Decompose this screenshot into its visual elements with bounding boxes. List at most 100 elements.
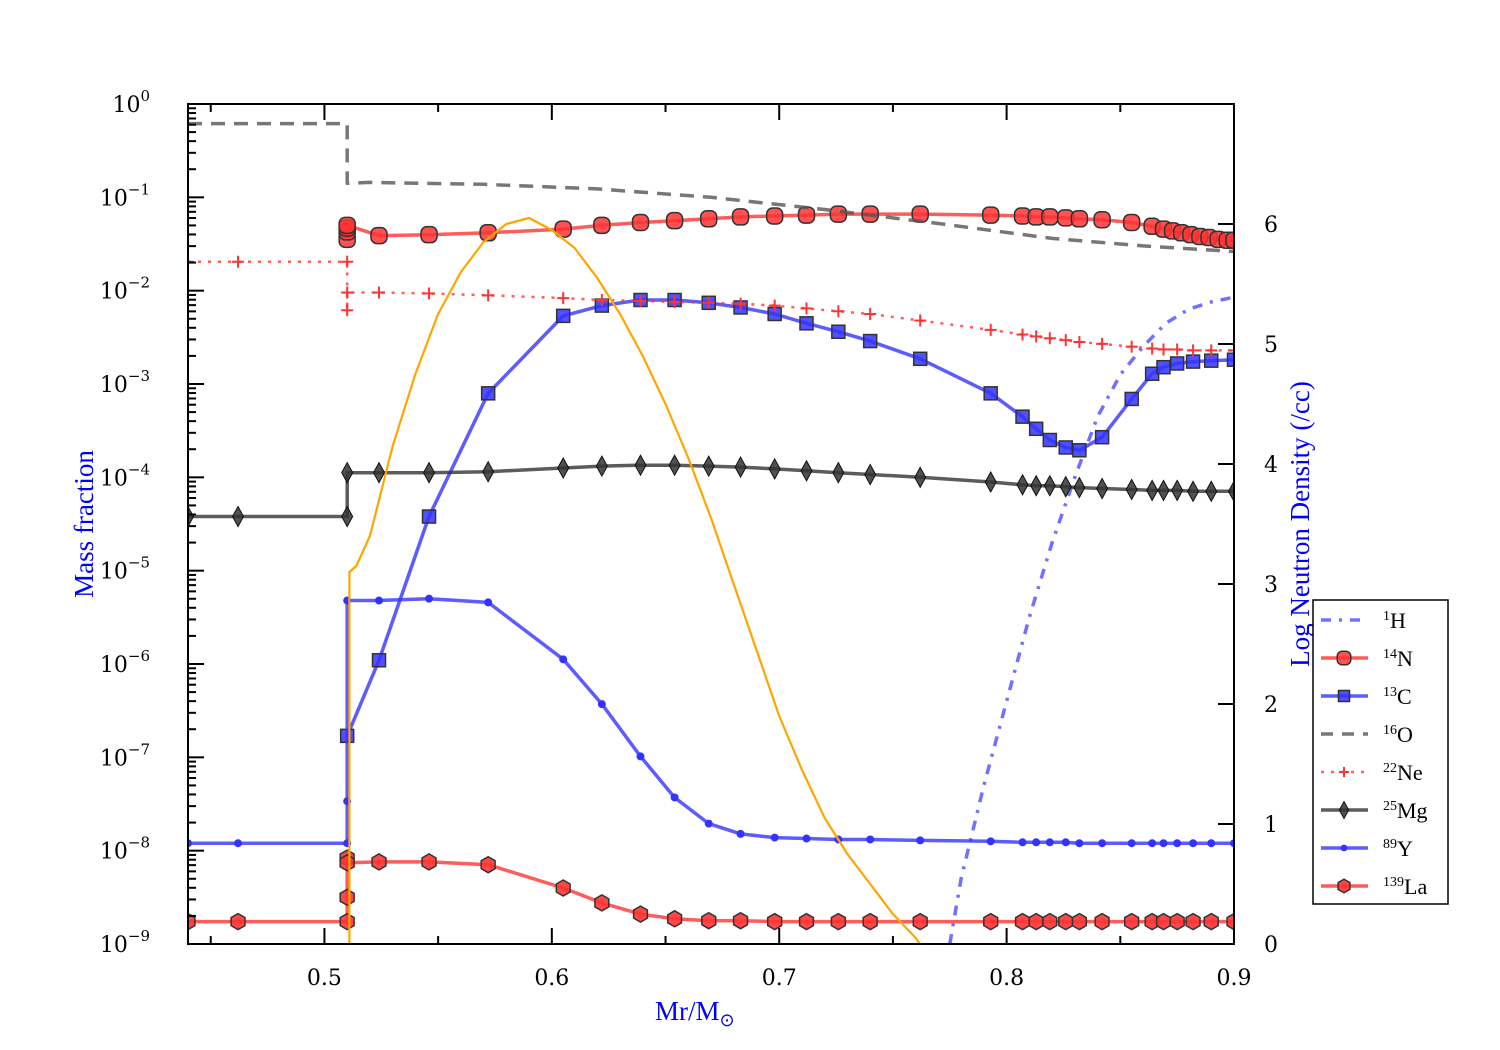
series-16o	[188, 121, 1234, 254]
data-point	[482, 289, 495, 302]
data-point	[338, 216, 356, 235]
x-axis-title: Mr/M⊙	[655, 996, 735, 1030]
data-point	[234, 839, 243, 848]
data-point	[1073, 476, 1086, 499]
data-point	[1205, 480, 1218, 503]
data-point	[914, 314, 927, 327]
data-point	[1155, 912, 1172, 931]
y2-tick-label: 6	[1264, 213, 1278, 238]
data-point	[1157, 343, 1170, 356]
data-point	[1159, 839, 1168, 848]
legend-marker	[1338, 766, 1350, 778]
data-point	[1173, 839, 1182, 848]
data-point	[422, 461, 436, 484]
series-line	[188, 856, 1234, 924]
data-point	[1059, 334, 1072, 347]
series-line	[188, 596, 1234, 845]
data-point	[594, 894, 610, 912]
data-point	[1058, 440, 1073, 455]
data-point	[1094, 912, 1110, 931]
series-139la	[188, 849, 1234, 931]
data-point	[1018, 838, 1027, 847]
data-point	[670, 793, 679, 802]
legend-item: 22Ne	[1321, 760, 1423, 785]
data-point	[1124, 391, 1139, 407]
data-point	[830, 912, 847, 931]
data-point	[634, 454, 647, 477]
data-point	[557, 456, 570, 480]
legend-label: 16O	[1383, 722, 1413, 747]
y-tick-label: 10−2	[100, 274, 150, 305]
legend-marker	[1336, 650, 1352, 666]
data-point	[983, 386, 998, 401]
data-point	[554, 220, 572, 238]
legend-marker	[1337, 878, 1351, 894]
data-point	[736, 829, 745, 838]
data-point	[1041, 208, 1059, 226]
y-tick-label: 10−1	[100, 180, 150, 211]
data-point	[986, 837, 995, 846]
data-point	[1186, 480, 1200, 503]
data-point	[734, 297, 747, 310]
y2-tick-label: 4	[1264, 453, 1278, 478]
data-point	[1070, 210, 1089, 228]
data-point	[1096, 337, 1109, 350]
data-point	[1123, 912, 1140, 931]
data-point	[832, 305, 845, 318]
data-point	[1032, 838, 1041, 847]
data-point	[480, 386, 496, 401]
series-13c	[339, 292, 1234, 744]
data-point	[862, 333, 878, 349]
x-tick-label: 0.6	[534, 966, 569, 991]
data-point	[912, 912, 928, 931]
data-point	[914, 466, 927, 489]
data-point	[699, 210, 718, 228]
data-point	[866, 835, 875, 844]
data-point	[731, 208, 750, 226]
series-22ne	[188, 255, 1234, 357]
x-tick-label: 0.9	[1217, 966, 1252, 991]
data-point	[800, 302, 813, 315]
legend-label: 22Ne	[1383, 760, 1423, 785]
data-point	[595, 455, 608, 478]
data-point	[555, 879, 571, 897]
legend-label: 13C	[1383, 684, 1412, 709]
data-point	[1171, 343, 1184, 356]
data-point	[1156, 359, 1171, 375]
legend-item: 1H	[1321, 608, 1406, 633]
data-point	[768, 457, 781, 480]
y-tick-label: 10−4	[100, 460, 150, 491]
data-point	[232, 255, 245, 268]
data-point	[798, 912, 815, 931]
series-layer	[188, 121, 1234, 944]
y-tick-label: 10−3	[100, 367, 150, 398]
data-point	[1169, 356, 1185, 371]
data-point	[1072, 443, 1087, 458]
data-point	[665, 211, 684, 230]
data-point	[597, 700, 606, 709]
data-point	[1125, 340, 1138, 353]
series-1h	[948, 295, 1234, 944]
data-point	[1098, 839, 1107, 848]
legend-frame	[1312, 599, 1449, 905]
data-point	[1045, 838, 1054, 847]
data-point	[1189, 839, 1198, 848]
legend-item: 89Y	[1321, 836, 1413, 861]
data-point	[668, 454, 681, 477]
data-point	[1226, 352, 1234, 367]
legend-item: 25Mg	[1321, 798, 1428, 823]
data-point	[1061, 838, 1070, 847]
data-point	[341, 286, 354, 299]
series-log-neutron-density	[348, 216, 922, 944]
data-point	[559, 655, 568, 664]
data-point	[230, 912, 246, 931]
data-point	[1043, 474, 1056, 497]
y-tick-label: 10−6	[100, 647, 150, 678]
y-tick-label: 10−8	[100, 834, 150, 865]
data-point	[983, 912, 999, 931]
legend-item: 16O	[1321, 722, 1413, 747]
data-point	[484, 598, 493, 607]
data-point	[1203, 912, 1219, 931]
data-point	[1059, 475, 1072, 498]
